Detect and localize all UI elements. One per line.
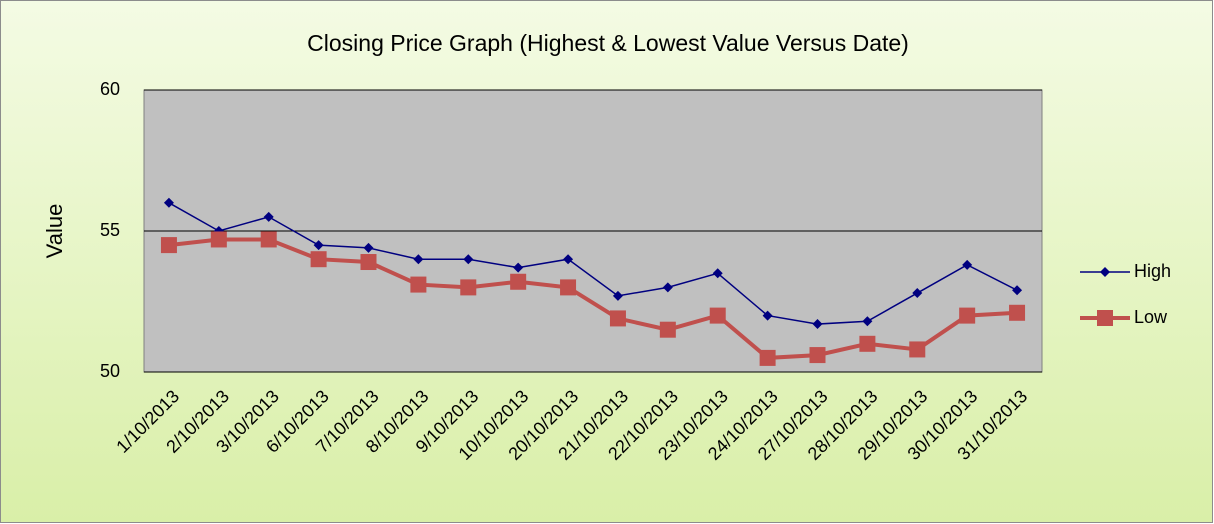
marker (413, 254, 424, 265)
marker (363, 242, 374, 253)
marker (410, 276, 427, 293)
marker (812, 319, 823, 330)
marker (510, 273, 527, 290)
marker (759, 349, 776, 366)
marker (612, 290, 623, 301)
chart-title: Closing Price Graph (Highest & Lowest Va… (307, 30, 909, 56)
series-line (168, 237, 1018, 360)
marker (809, 347, 826, 364)
marker (862, 316, 873, 327)
marker (662, 282, 673, 293)
marker (463, 254, 474, 265)
legend-label: High (1134, 261, 1171, 281)
marker (959, 307, 976, 324)
marker (609, 310, 626, 327)
marker (263, 211, 274, 222)
marker (460, 279, 477, 296)
marker (160, 237, 177, 254)
marker (659, 321, 676, 338)
marker (962, 259, 973, 270)
y-tick-label: 60 (100, 79, 120, 99)
y-axis-label: Value (42, 204, 67, 259)
marker (859, 335, 876, 352)
y-tick-label: 55 (100, 220, 120, 240)
marker (712, 268, 723, 279)
marker (210, 231, 227, 248)
series-line (168, 202, 1018, 325)
marker (260, 231, 277, 248)
legend-marker (1100, 267, 1110, 277)
marker (1009, 304, 1026, 321)
legend-label: Low (1134, 307, 1168, 327)
marker (313, 240, 324, 251)
marker (163, 197, 174, 208)
marker (762, 310, 773, 321)
legend-marker (1097, 310, 1113, 326)
marker (563, 254, 574, 265)
marker (360, 254, 377, 271)
marker (310, 251, 327, 268)
marker (560, 279, 577, 296)
marker (909, 341, 926, 358)
marker (912, 288, 923, 299)
marker (709, 307, 726, 324)
marker (1012, 285, 1023, 296)
marker (513, 262, 524, 273)
y-tick-label: 50 (100, 361, 120, 381)
